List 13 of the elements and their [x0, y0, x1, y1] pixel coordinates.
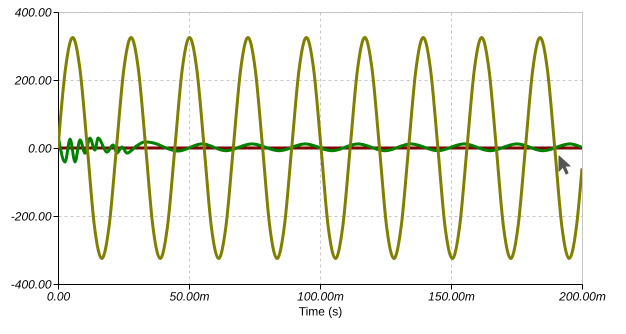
y-tick-label: 400.00: [14, 6, 52, 20]
y-tick-label: 200.00: [14, 74, 52, 88]
x-tick-label: 200.00m: [558, 290, 606, 304]
line-series: [58, 36, 582, 260]
x-tick-label: 100.00m: [297, 290, 344, 304]
x-tick-label: 0.00: [46, 290, 70, 304]
x-tick-label: 150.00m: [428, 290, 475, 304]
x-axis-title: Time (s): [298, 304, 342, 318]
x-tick-label: 50.00m: [169, 290, 210, 304]
y-tick-label: -200.00: [10, 210, 52, 224]
line-series: [58, 134, 582, 164]
y-tick-label: -400.00: [10, 278, 52, 292]
y-tick-label: 0.00: [28, 142, 52, 156]
